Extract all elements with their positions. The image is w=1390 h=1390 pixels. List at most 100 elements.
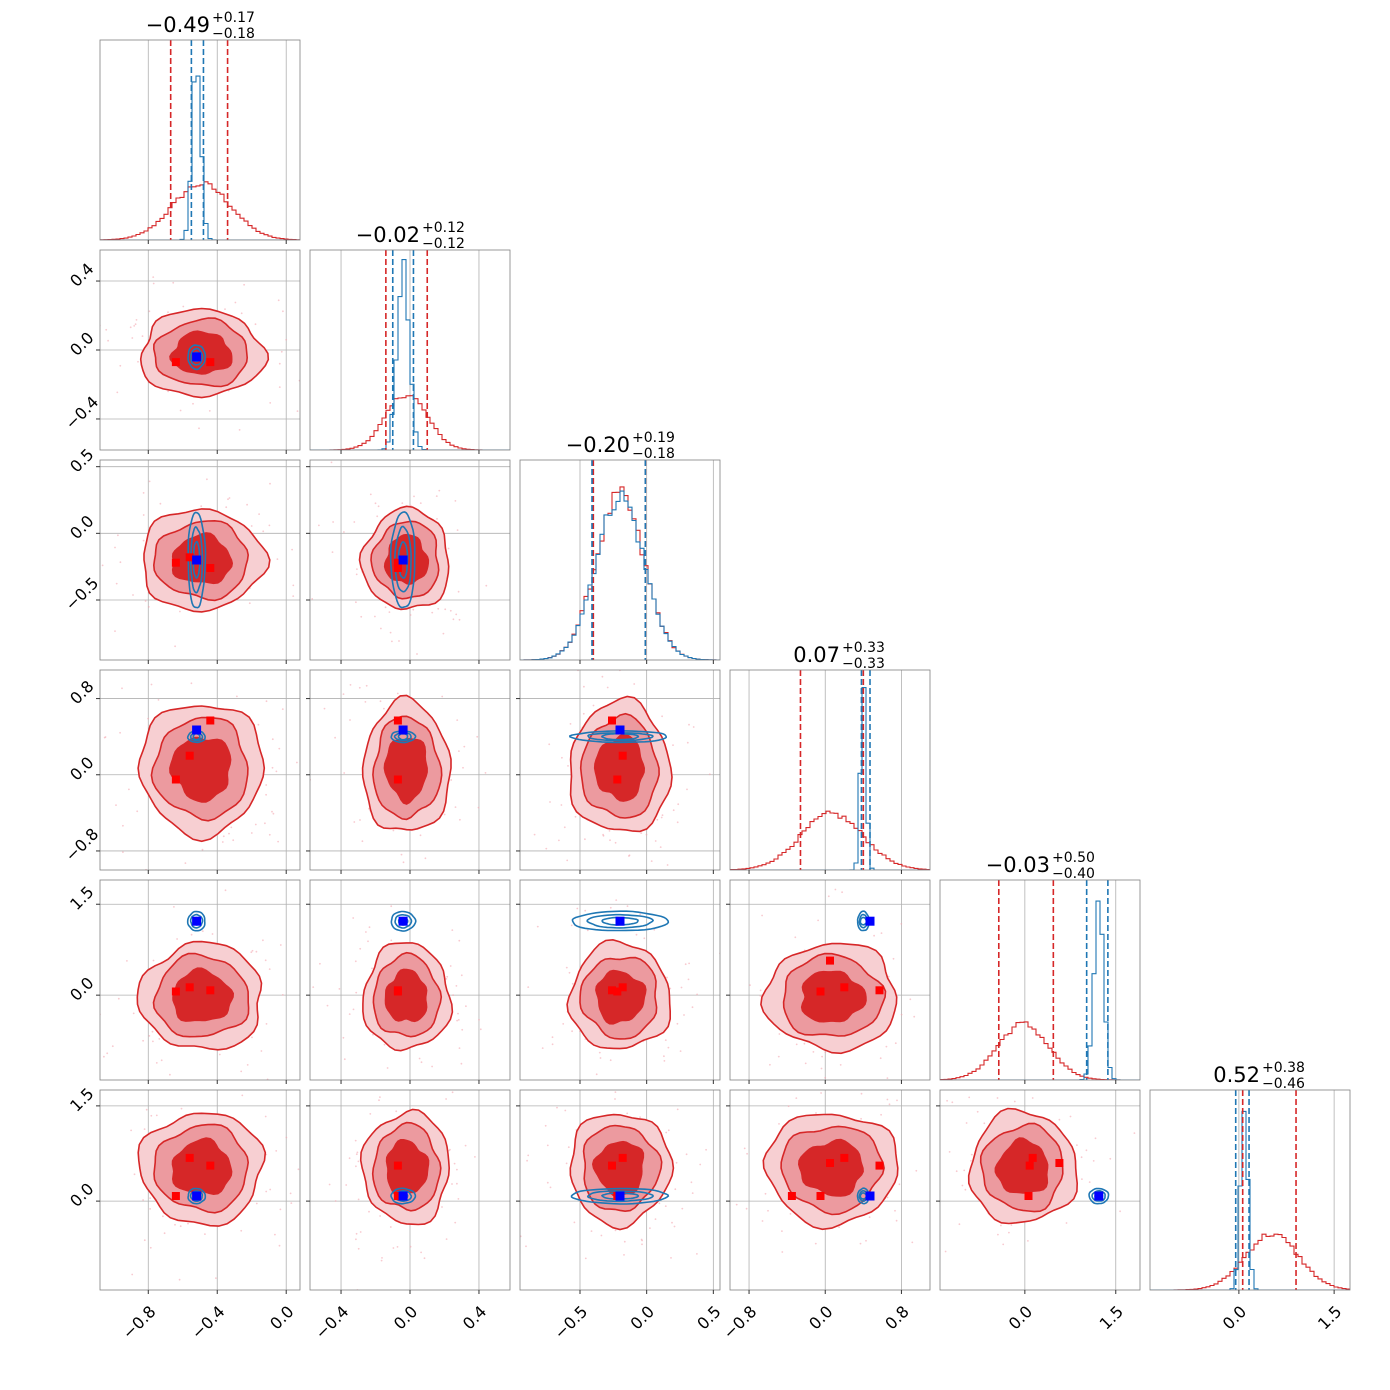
truth-marker-blue [398,555,408,565]
truth-marker-red [206,716,215,725]
sample-point [251,1036,253,1039]
truth-marker-red [816,1192,825,1200]
truth-marker-red [840,1153,849,1162]
sample-point [418,1057,421,1060]
param-title-value: −0.49 [146,13,210,37]
sample-point [230,826,233,829]
sample-point [265,784,268,786]
sample-point [312,986,315,988]
sample-point [279,944,282,946]
sample-point [278,747,281,750]
truth-marker-red [613,987,622,996]
sample-point [997,1233,999,1236]
sample-point [476,735,479,738]
sample-point [1048,1087,1050,1089]
sample-point [650,860,653,862]
sample-point [900,1013,903,1016]
panel-content [520,1090,720,1290]
sample-point [676,821,679,824]
sample-point [456,719,459,721]
sample-point [150,683,153,686]
sample-point [451,929,454,931]
sample-point [149,1208,152,1210]
sample-point [961,1184,964,1187]
truth-marker-blue [1094,1191,1104,1201]
sample-point [868,1216,871,1219]
sample-point [691,1006,694,1009]
sample-point [423,1257,426,1260]
sample-point [886,1098,889,1101]
sample-point [143,1128,146,1130]
sample-point [127,788,130,791]
sample-point [1010,1224,1013,1226]
panel-content [100,460,300,660]
sample-point [1008,1231,1010,1234]
sample-point [420,1061,423,1064]
sample-point [111,1045,114,1048]
sample-point [192,402,194,405]
sample-point [458,750,460,752]
sample-point [691,1192,694,1194]
sample-point [821,1055,823,1058]
sample-point [769,1063,771,1066]
sample-point [606,686,609,689]
contour-blue-2 [601,732,640,741]
sample-point [272,812,275,815]
sample-point [319,962,321,965]
sample-point [686,788,688,791]
sample-point [302,957,304,959]
panel-2d-4-0 [99,879,304,1081]
sample-point [206,478,208,481]
sample-point [296,410,299,412]
sample-point [255,950,258,953]
truth-marker-red [613,775,622,784]
sample-point [696,993,698,996]
sample-point [318,524,320,527]
sample-point [454,1221,457,1224]
hist-background [940,880,1140,1080]
sample-point [1000,1224,1002,1227]
sample-point [1109,1157,1112,1160]
sample-point [598,1051,601,1054]
contour-blue-0 [390,1187,417,1205]
contour-blue-0 [856,910,870,932]
truth-marker-red [787,1192,796,1200]
sample-point [142,514,145,516]
sample-point [147,717,150,720]
sample-point [457,1012,459,1015]
sample-point [204,1233,206,1235]
sample-point [669,987,672,990]
sample-point [157,699,160,701]
truth-marker-red [1055,1159,1064,1167]
sample-point [573,1221,576,1224]
panel-frame [729,879,931,1081]
sample-point [106,1052,109,1055]
sample-point [659,846,662,848]
sample-point [964,1188,967,1191]
sample-point [353,821,356,823]
sample-point [342,1036,345,1039]
sample-point [278,362,281,365]
truth-marker-blue [398,916,408,926]
sample-point [132,594,134,596]
sample-point [343,531,345,533]
truth-marker-red [393,1192,402,1200]
panel-hist-2: −0.20 +0.19−0.18 [519,430,721,661]
panel-2d-5-3 [729,1089,931,1291]
sample-point [174,645,177,648]
sample-point [549,801,551,803]
sample-point [437,607,440,610]
sample-point [155,1062,158,1064]
sample-point [639,913,641,916]
sample-point [886,1196,889,1199]
tick-label-y: −0.5 [61,573,102,614]
sample-point [291,548,293,551]
sample-point [458,1047,461,1049]
contour-blue-0 [389,511,416,609]
panel-frame [519,1089,721,1291]
sample-point [285,1136,288,1139]
sample-point [360,615,363,618]
sample-point [464,1144,467,1147]
sample-point [126,960,128,962]
sample-point [681,1207,684,1210]
